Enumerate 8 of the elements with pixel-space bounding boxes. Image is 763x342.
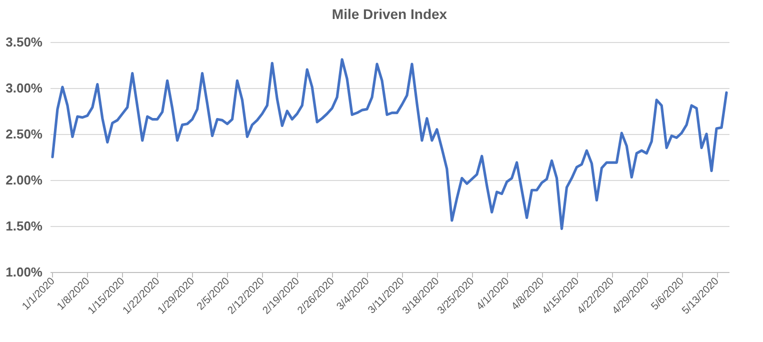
y-tick-label: 1.00% [6, 264, 43, 280]
y-tick-label: 3.50% [6, 34, 43, 50]
y-tick-label: 2.00% [6, 172, 43, 188]
y-tick-label: 2.50% [6, 126, 43, 142]
line-series [51, 58, 728, 230]
y-tick-label: 3.00% [6, 80, 43, 96]
y-tick-label: 1.50% [6, 218, 43, 234]
chart-title: Mile Driven Index [332, 6, 448, 22]
